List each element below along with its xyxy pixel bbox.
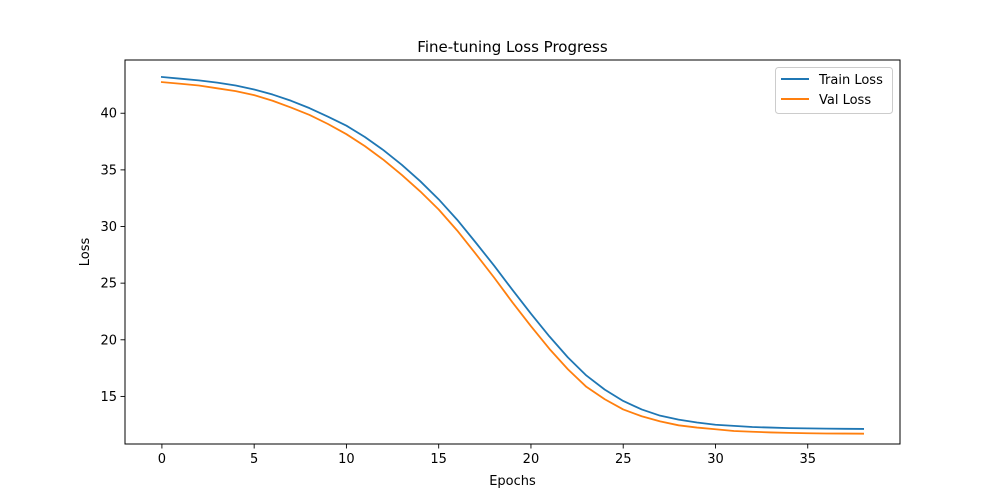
y-tick-label: 20 xyxy=(100,333,117,348)
x-tick-label: 0 xyxy=(158,452,166,467)
plot-area xyxy=(124,59,901,445)
x-tick-label: 10 xyxy=(338,452,355,467)
x-axis-label: Epochs xyxy=(489,474,536,489)
plot-frame xyxy=(124,59,901,445)
x-axis-ticks: 0 5 10 15 20 25 30 35 xyxy=(158,444,816,467)
y-axis-label: Loss xyxy=(78,238,93,267)
y-tick-label: 35 xyxy=(100,163,117,178)
y-axis-ticks: 15 20 25 30 35 40 xyxy=(100,107,125,405)
x-tick-label: 5 xyxy=(250,452,258,467)
y-tick-label: 15 xyxy=(100,390,117,405)
x-tick-label: 25 xyxy=(615,452,632,467)
legend: Train Loss Val Loss xyxy=(775,67,893,114)
series-layer xyxy=(160,76,865,435)
y-tick-label: 30 xyxy=(100,220,117,235)
plot-background xyxy=(125,60,900,444)
x-tick-label: 30 xyxy=(707,452,724,467)
legend-label-train-loss: Train Loss xyxy=(818,73,883,88)
chart-title: Fine-tuning Loss Progress xyxy=(417,38,608,56)
series-line-val-loss xyxy=(160,81,865,435)
x-tick-label: 15 xyxy=(430,452,447,467)
legend-label-val-loss: Val Loss xyxy=(819,93,871,108)
series-line-train-loss xyxy=(160,76,865,430)
x-tick-label: 35 xyxy=(799,452,816,467)
y-tick-label: 25 xyxy=(100,277,117,292)
x-tick-label: 20 xyxy=(523,452,540,467)
y-tick-label: 40 xyxy=(100,107,117,122)
